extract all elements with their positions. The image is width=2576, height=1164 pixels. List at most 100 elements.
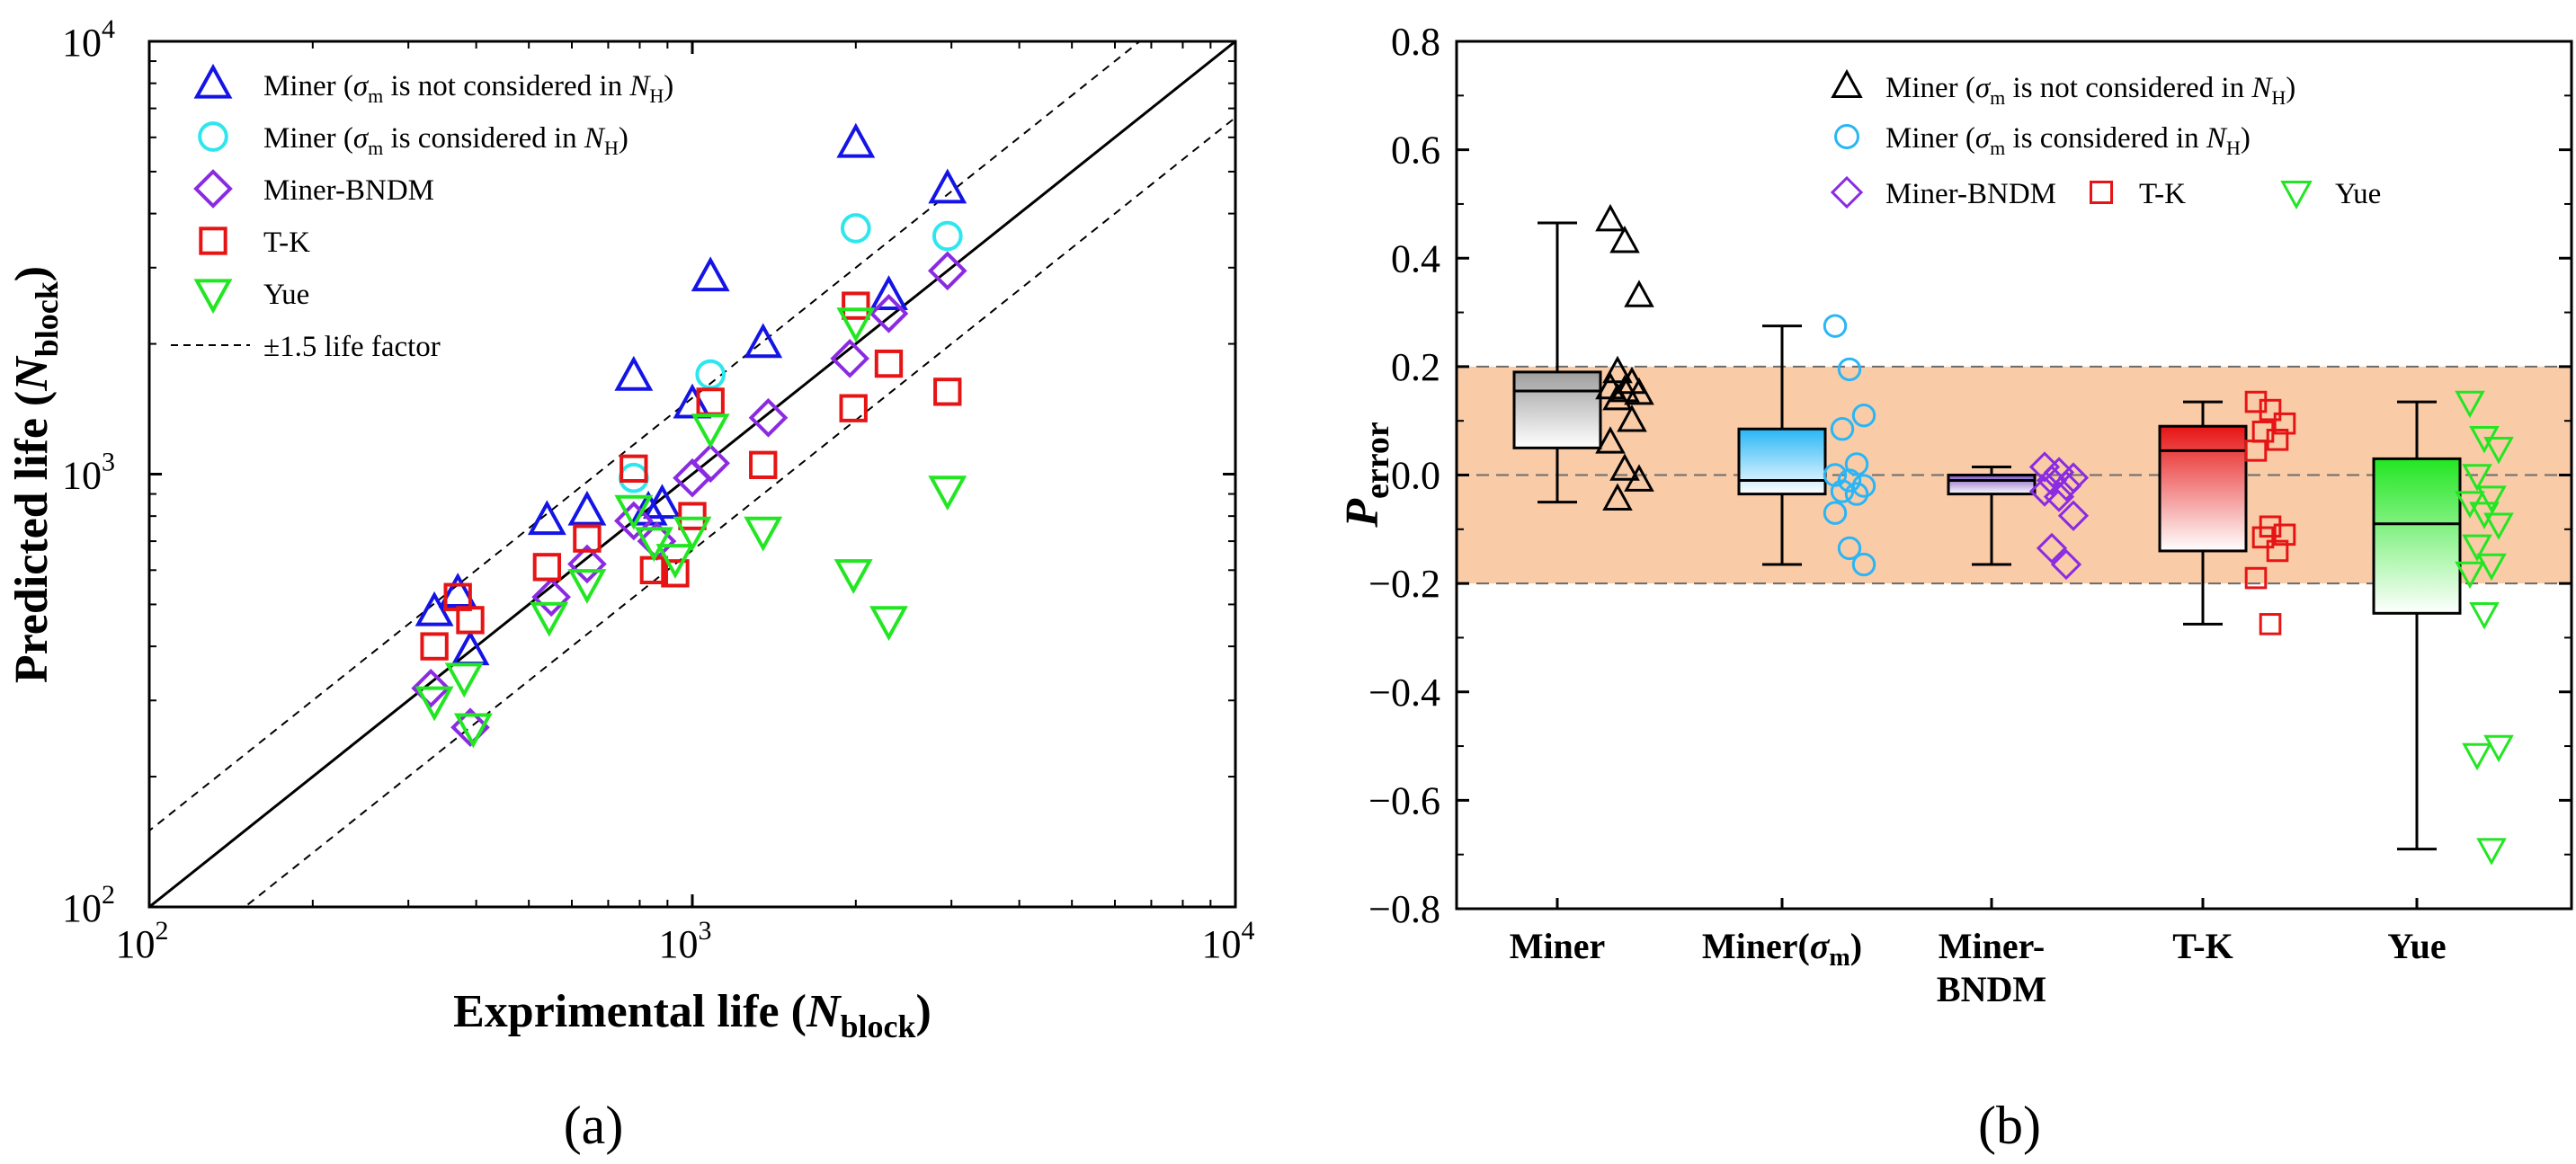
box-iqr (1512, 370, 1602, 449)
legend-label-b: Miner (σm is not considered in NH) (1885, 72, 2295, 109)
box-data-point (2483, 734, 2514, 763)
box-data-point (2462, 534, 2492, 563)
data-point-triangle (928, 168, 967, 204)
data-point-diamond (830, 339, 870, 378)
legend-marker (198, 121, 228, 152)
box-data-point (1624, 464, 1654, 492)
box-data-point (2483, 437, 2514, 465)
data-point-diamond (927, 251, 967, 291)
data-point-diamond (411, 668, 451, 708)
x-tick-label: 103 (659, 916, 712, 966)
box-data-point (2259, 398, 2282, 422)
data-point-circle (931, 220, 963, 252)
panel-label-b: (b) (1978, 1096, 2041, 1155)
reference-line (149, 41, 1142, 832)
data-point-triangle (414, 591, 454, 626)
data-point-triangle-down (444, 662, 484, 698)
legend-marker-b (1834, 124, 1859, 149)
box-data-point (2036, 532, 2068, 564)
x-tick-label: 104 (1202, 916, 1255, 966)
legend-marker (193, 279, 233, 315)
data-point-triangle-down (567, 569, 607, 604)
panel-b-boxplot: 0.8 0.6 0.4 0.2 0.0 −0.2 −0.4 −0.6 −0.8 Miner (σ… (1337, 20, 2573, 1155)
legend-label-b: T-K (2139, 178, 2186, 210)
box-iqr (2372, 457, 2462, 615)
box-data-point (1851, 552, 1876, 577)
y-tick-label: 104 (62, 14, 115, 65)
box-data-point (1830, 479, 1855, 503)
legend-label: Miner (σm is considered in NH) (263, 122, 628, 159)
box-data-point (2273, 412, 2296, 435)
box-data-point (2476, 553, 2507, 582)
box-data-point (1823, 501, 1848, 525)
legend-marker-b (1830, 175, 1864, 209)
box-data-point (2251, 526, 2275, 549)
box-data-point (2455, 390, 2485, 419)
data-point-triangle-down (833, 559, 873, 594)
data-point-square (839, 394, 868, 422)
legend-label: Yue (263, 279, 309, 311)
y-tick-label-b: 0.2 (1391, 345, 1440, 389)
box-data-point (2244, 440, 2268, 462)
box-points (1595, 203, 2514, 866)
box-data-point (1830, 417, 1855, 441)
legend-label-b: Miner-BNDM (1885, 178, 2056, 210)
box-data-point (1823, 314, 1848, 338)
axis-ticks-a: 102 103 104 102 103 104 (62, 14, 1255, 966)
data-point-square (532, 553, 562, 582)
legend-marker (199, 227, 227, 255)
box-data-point (2057, 500, 2090, 531)
data-point-diamond (869, 294, 909, 333)
legend-label: Miner (σm is not considered in NH) (263, 70, 673, 107)
data-point-circle (841, 213, 871, 244)
box-data-point (1851, 474, 1876, 498)
y-axis-label: Predicted life (Nblock) (6, 266, 65, 683)
data-point-square (749, 450, 778, 479)
data-point-square (678, 502, 707, 530)
data-point-triangle-down (744, 516, 783, 552)
legend-label: T-K (263, 227, 310, 259)
category-label: Miner- (1939, 926, 2045, 966)
data-point-triangle (643, 484, 682, 520)
data-point-square (456, 606, 485, 635)
data-point-triangle-down (414, 686, 454, 722)
box-data-point (2259, 613, 2282, 635)
box-data-point (2266, 428, 2289, 451)
data-point-diamond (531, 577, 572, 618)
data-point-triangle (567, 490, 607, 526)
data-point-triangle (869, 275, 908, 310)
box-data-point (1602, 382, 1633, 411)
box-data-point (1837, 357, 1862, 382)
data-point-triangle-down (634, 527, 673, 563)
data-point-circle (619, 462, 649, 493)
data-point-triangle-down (530, 601, 569, 637)
data-point-diamond (748, 397, 789, 438)
data-point-diamond (691, 443, 731, 484)
box-data-point (2050, 548, 2082, 581)
category-label-line2: BNDM (1937, 969, 2046, 1009)
data-point-triangle-down (453, 713, 493, 749)
y-tick-label: 103 (62, 448, 115, 498)
box-data-point (2483, 512, 2514, 540)
data-point-triangle-down (655, 544, 695, 579)
legend-marker (193, 63, 233, 99)
reference-line (149, 41, 1235, 907)
category-labels: Miner Miner(σm) Miner-BNDM T-K Yue (1510, 926, 2447, 1009)
box-iqr (2158, 424, 2248, 553)
category-label: Miner(σm) (1702, 926, 1862, 972)
box-data-point (2455, 561, 2485, 590)
box-data-point (1851, 403, 1876, 428)
data-point-diamond (567, 544, 607, 584)
data-point-triangle (691, 256, 730, 292)
box-data-point (2244, 566, 2268, 590)
box-data-point (2476, 485, 2507, 513)
box-data-point (1602, 483, 1633, 511)
axis-ticks-b: 0.8 0.6 0.4 0.2 0.0 −0.2 −0.4 −0.6 −0.8 (1368, 20, 2572, 931)
data-point-triangle (673, 383, 712, 419)
box-data-point (1624, 280, 1654, 307)
box-data-point (2050, 470, 2082, 502)
data-point-triangle-down (691, 413, 730, 449)
box-data-point (1617, 404, 1647, 432)
legend-marker-b (1831, 68, 1863, 99)
